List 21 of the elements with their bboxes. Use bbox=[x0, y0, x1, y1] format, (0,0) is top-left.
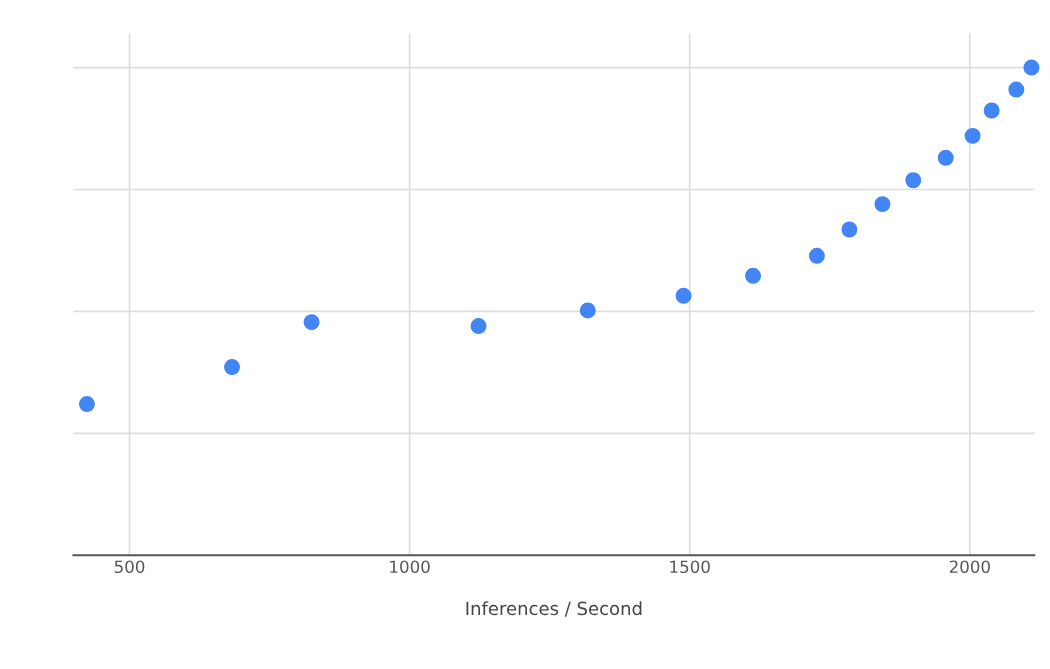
point bbox=[841, 221, 858, 238]
point bbox=[937, 149, 954, 166]
point bbox=[808, 247, 825, 264]
point bbox=[905, 172, 922, 189]
point bbox=[675, 287, 692, 304]
point bbox=[224, 359, 241, 376]
x-tick-label: 1500 bbox=[670, 560, 710, 574]
point bbox=[874, 196, 891, 213]
x-tick-label: 1000 bbox=[390, 560, 430, 574]
x-tick-label: 500 bbox=[114, 560, 145, 574]
point bbox=[1008, 81, 1025, 98]
point bbox=[1023, 59, 1040, 76]
point bbox=[78, 396, 95, 413]
point bbox=[745, 267, 762, 284]
point bbox=[983, 102, 1000, 119]
point bbox=[579, 302, 596, 319]
point bbox=[470, 318, 487, 335]
x-tick-label: 2000 bbox=[949, 560, 990, 574]
point bbox=[964, 127, 981, 144]
point bbox=[303, 314, 320, 331]
x-axis-title: Inferences / Second bbox=[466, 601, 642, 617]
